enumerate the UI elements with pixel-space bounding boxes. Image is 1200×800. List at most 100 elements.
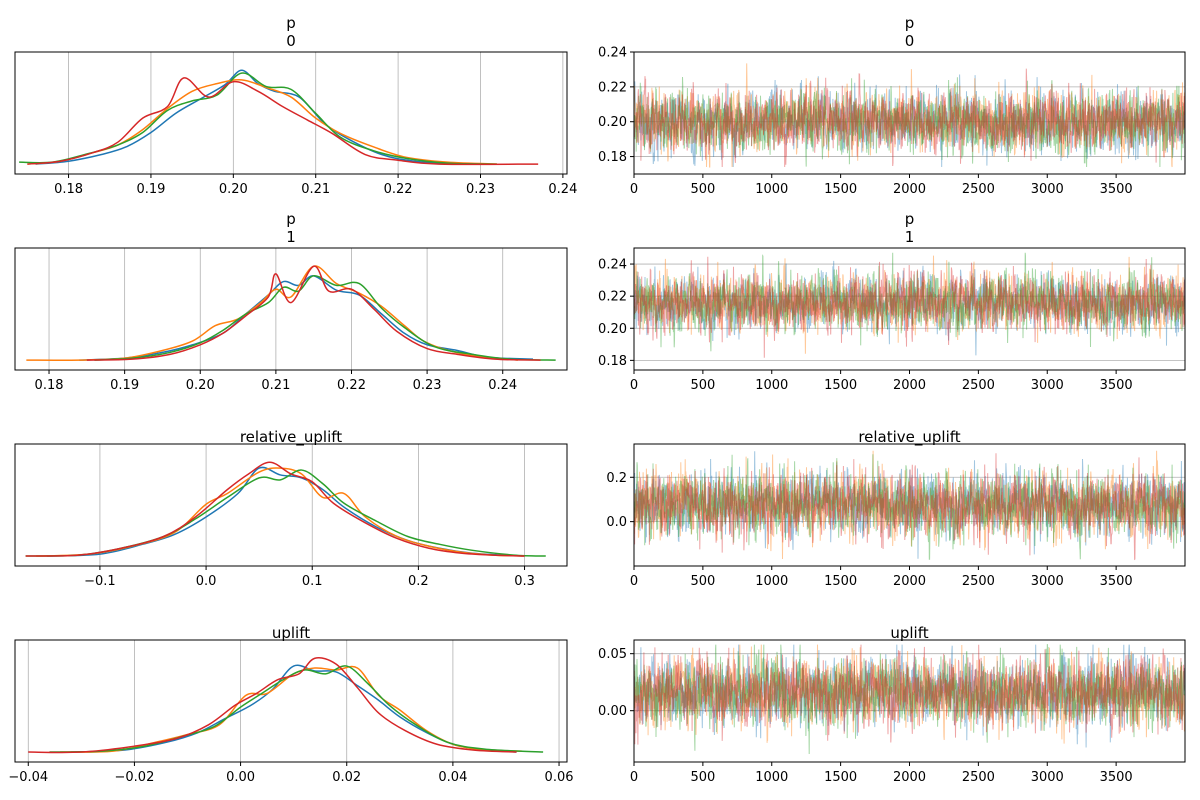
x-tick-label: 0.04 bbox=[438, 770, 467, 785]
x-tick-label: 0 bbox=[630, 182, 638, 197]
subplot-4-density: uplift −0.04 −0.02 0.00 0.02 0.04 0.06 bbox=[8, 624, 573, 785]
trace-line-chain-3 bbox=[634, 644, 1185, 745]
plot-area bbox=[28, 657, 544, 754]
x-tick-label: 0.2 bbox=[408, 574, 429, 589]
x-tick-label: 0.23 bbox=[466, 182, 495, 197]
density-line-chain-2 bbox=[94, 275, 556, 361]
x-tick-label: 0.22 bbox=[384, 182, 413, 197]
x-tick-label: 0.3 bbox=[514, 574, 535, 589]
x-tick-label: 3000 bbox=[1031, 574, 1064, 589]
density-line-chain-1 bbox=[26, 265, 518, 361]
plot-area bbox=[19, 69, 539, 166]
x-tick-label: 1000 bbox=[755, 574, 788, 589]
density-line-chain-0 bbox=[70, 664, 517, 753]
plot-area bbox=[634, 450, 1185, 561]
x-tick-label: −0.04 bbox=[8, 770, 48, 785]
x-tick-label: 0.21 bbox=[261, 378, 290, 393]
density-line-chain-3 bbox=[86, 265, 541, 361]
x-tick-label: −0.1 bbox=[84, 574, 116, 589]
x-tick-label: 3500 bbox=[1100, 182, 1133, 197]
x-tick-label: 2000 bbox=[893, 182, 926, 197]
trace-line-chain-0 bbox=[634, 644, 1185, 748]
trace-line-chain-3 bbox=[634, 256, 1185, 358]
trace-line-chain-1 bbox=[634, 63, 1185, 168]
x-tick-label: 1500 bbox=[824, 182, 857, 197]
x-tick-label: 500 bbox=[690, 770, 715, 785]
subplot-title-line: 1 bbox=[286, 228, 296, 246]
subplot-3-density: relative_uplift −0.1 0.0 0.1 0.2 0.3 bbox=[14, 428, 568, 589]
trace-line-chain-1 bbox=[634, 255, 1185, 354]
subplot-3-trace: relative_uplift 0 500 1000 1500 2000 2500 3000 3… bbox=[606, 428, 1186, 589]
x-tick-label: 0.24 bbox=[488, 378, 517, 393]
subplot-title-line: 0 bbox=[905, 32, 915, 50]
trace-line-chain-0 bbox=[634, 74, 1185, 168]
subplot-title-line: p bbox=[905, 14, 915, 32]
x-tick-label: 1000 bbox=[755, 378, 788, 393]
x-tick-label: 0.00 bbox=[226, 770, 255, 785]
subplot-title-line: 0 bbox=[286, 32, 296, 50]
x-tick-label: 0.1 bbox=[302, 574, 323, 589]
y-tick-label: 0.18 bbox=[598, 150, 627, 165]
x-tick-label: 3000 bbox=[1031, 770, 1064, 785]
subplot-title-line: uplift bbox=[272, 624, 310, 642]
density-line-chain-3 bbox=[27, 77, 539, 166]
subplot-title-line: relative_uplift bbox=[240, 428, 342, 447]
plot-area bbox=[634, 63, 1185, 168]
x-tick-label: 0.24 bbox=[548, 182, 577, 197]
density-line-chain-0 bbox=[79, 275, 534, 361]
x-tick-label: 0.20 bbox=[186, 378, 215, 393]
subplot-1-density: p0 0.18 0.19 0.20 0.21 0.22 0.23 0.24 bbox=[14, 14, 577, 197]
x-tick-label: 0 bbox=[630, 378, 638, 393]
x-tick-label: 1000 bbox=[755, 770, 788, 785]
x-tick-label: 0 bbox=[630, 770, 638, 785]
density-line-chain-3 bbox=[25, 461, 525, 557]
x-tick-label: 0.02 bbox=[332, 770, 361, 785]
x-tick-label: 3500 bbox=[1100, 770, 1133, 785]
x-tick-label: 0.18 bbox=[35, 378, 64, 393]
x-tick-label: 0 bbox=[630, 574, 638, 589]
x-tick-label: 3000 bbox=[1031, 378, 1064, 393]
density-line-chain-2 bbox=[19, 72, 497, 165]
y-tick-label: 0.20 bbox=[598, 115, 627, 130]
plot-area bbox=[634, 252, 1185, 358]
subplot-title-line: relative_uplift bbox=[858, 428, 960, 447]
trace-line-chain-2 bbox=[634, 454, 1185, 560]
density-line-chain-2 bbox=[25, 469, 546, 557]
x-tick-label: 0.19 bbox=[110, 378, 139, 393]
axes-frame bbox=[14, 51, 568, 175]
x-tick-label: 3500 bbox=[1100, 574, 1133, 589]
x-tick-label: 0.21 bbox=[301, 182, 330, 197]
x-tick-label: 0.22 bbox=[337, 378, 366, 393]
x-tick-label: 0.23 bbox=[413, 378, 442, 393]
plot-area bbox=[25, 461, 546, 557]
axes-frame bbox=[14, 443, 568, 567]
plot-area bbox=[26, 265, 556, 361]
x-tick-label: 0.06 bbox=[545, 770, 574, 785]
trace-line-chain-1 bbox=[634, 644, 1185, 744]
x-tick-label: 0.18 bbox=[54, 182, 83, 197]
y-tick-label: 0.0 bbox=[606, 515, 627, 530]
x-tick-label: 500 bbox=[690, 378, 715, 393]
density-line-chain-2 bbox=[49, 665, 544, 753]
x-tick-label: 3500 bbox=[1100, 378, 1133, 393]
trace-line-chain-0 bbox=[634, 260, 1185, 356]
x-tick-label: 1500 bbox=[824, 770, 857, 785]
density-line-chain-0 bbox=[46, 466, 525, 557]
x-tick-label: 2000 bbox=[893, 378, 926, 393]
y-tick-label: 0.18 bbox=[598, 354, 627, 369]
plot-area bbox=[634, 644, 1185, 755]
y-tick-label: 0.22 bbox=[598, 290, 627, 305]
trace-line-chain-0 bbox=[634, 451, 1185, 559]
y-tick-label: 0.20 bbox=[598, 322, 627, 337]
trace-line-chain-3 bbox=[634, 453, 1185, 561]
y-tick-label: 0.05 bbox=[598, 647, 627, 662]
x-tick-label: 0.0 bbox=[196, 574, 217, 589]
density-line-chain-0 bbox=[35, 69, 465, 165]
x-tick-label: 0.19 bbox=[136, 182, 165, 197]
x-tick-label: 2000 bbox=[893, 574, 926, 589]
trace-line-chain-2 bbox=[634, 76, 1185, 168]
subplot-title-line: p bbox=[286, 14, 296, 32]
trace-line-chain-2 bbox=[634, 252, 1185, 352]
subplot-2-trace: p1 0 500 1000 1500 2000 2500 3000 3500 0.18 0.20 0.… bbox=[598, 210, 1186, 393]
